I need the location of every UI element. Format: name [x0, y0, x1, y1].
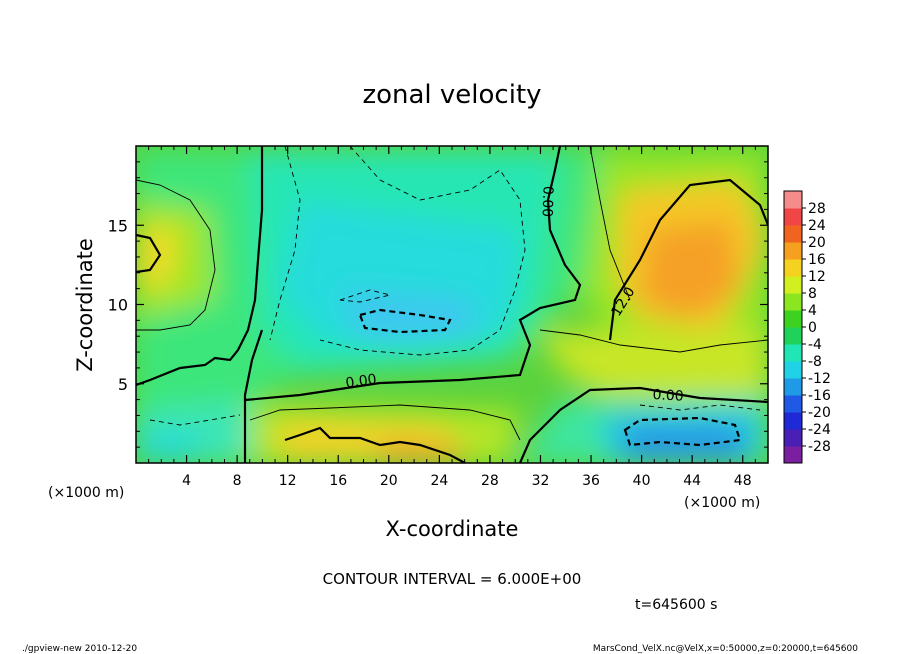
colorbar-swatch — [784, 412, 802, 430]
colorbar-swatch — [784, 293, 802, 311]
y-tick-label: 10 — [108, 296, 128, 315]
colorbar-label: 4 — [808, 303, 817, 319]
colorbar-swatch — [784, 361, 802, 379]
colorbar-swatch — [784, 327, 802, 345]
contour-label: 0.00 — [539, 186, 556, 218]
colorbar-label: 28 — [808, 201, 826, 217]
y-axis-title: Z-coordinate — [73, 238, 97, 372]
y-tick-label: 15 — [108, 216, 128, 235]
colorbar-swatch — [784, 395, 802, 413]
colorbar-swatch — [784, 344, 802, 362]
colorbar-label: 24 — [808, 218, 826, 234]
contour-label-text: 0.00 — [652, 387, 684, 405]
contour-lines — [136, 146, 768, 463]
y-tick-label: 5 — [118, 375, 128, 394]
colorbar-swatch — [784, 259, 802, 277]
colorbar-swatch — [784, 429, 802, 447]
colorbar-swatch — [784, 446, 802, 464]
contour-label: 0.00 — [652, 387, 684, 405]
colorbar-swatch — [784, 208, 802, 226]
x-axis-unit: (×1000 m) — [684, 495, 760, 511]
time-label: t=645600 s — [635, 597, 717, 613]
colorbar-swatch — [784, 191, 802, 209]
x-tick-label: 32 — [532, 473, 550, 489]
colorbar-label: -8 — [808, 354, 822, 370]
colorbar-label: -24 — [808, 422, 831, 438]
colorbar-label: 8 — [808, 286, 817, 302]
x-tick-label: 24 — [430, 473, 448, 489]
x-tick-label: 4 — [182, 473, 191, 489]
colorbar-label: 12 — [808, 269, 826, 285]
x-tick-label: 28 — [481, 473, 499, 489]
colorbar-label: -12 — [808, 371, 831, 387]
colorbar-label: -16 — [808, 388, 831, 404]
contour-label-text: 0.00 — [345, 371, 378, 391]
colorbar-label: -28 — [808, 439, 831, 455]
x-tick-label: 12 — [279, 473, 297, 489]
x-tick-label: 48 — [734, 473, 752, 489]
contour-label-text: 0.00 — [539, 186, 556, 218]
footer-left: ./gpview-new 2010-12-20 — [22, 644, 137, 654]
colorbar-label: 20 — [808, 235, 826, 251]
x-tick-label: 40 — [633, 473, 651, 489]
colorbar-label: -4 — [808, 337, 822, 353]
colorbar-label: 16 — [808, 252, 826, 268]
colorbar-swatch — [784, 242, 802, 260]
colorbar-label: 0 — [808, 320, 817, 336]
x-tick-label: 36 — [582, 473, 600, 489]
y-axis-unit: (×1000 m) — [48, 485, 124, 501]
colorbar-swatch — [784, 225, 802, 243]
colorbar-swatch — [784, 276, 802, 294]
x-axis-title: X-coordinate — [386, 517, 519, 541]
colorbar-swatch — [784, 378, 802, 396]
x-tick-label: 44 — [683, 473, 701, 489]
colorbar-swatch — [784, 310, 802, 328]
contour-interval-note: CONTOUR INTERVAL = 6.000E+00 — [323, 570, 582, 588]
footer-right: MarsCond_VelX.nc@VelX,x=0:50000,z=0:2000… — [593, 644, 858, 654]
x-tick-label: 16 — [329, 473, 347, 489]
x-tick-label: 8 — [233, 473, 242, 489]
x-tick-label: 20 — [380, 473, 398, 489]
contour-label: 0.00 — [345, 371, 378, 391]
colorbar-label: -20 — [808, 405, 831, 421]
chart-title: zonal velocity — [362, 80, 541, 110]
